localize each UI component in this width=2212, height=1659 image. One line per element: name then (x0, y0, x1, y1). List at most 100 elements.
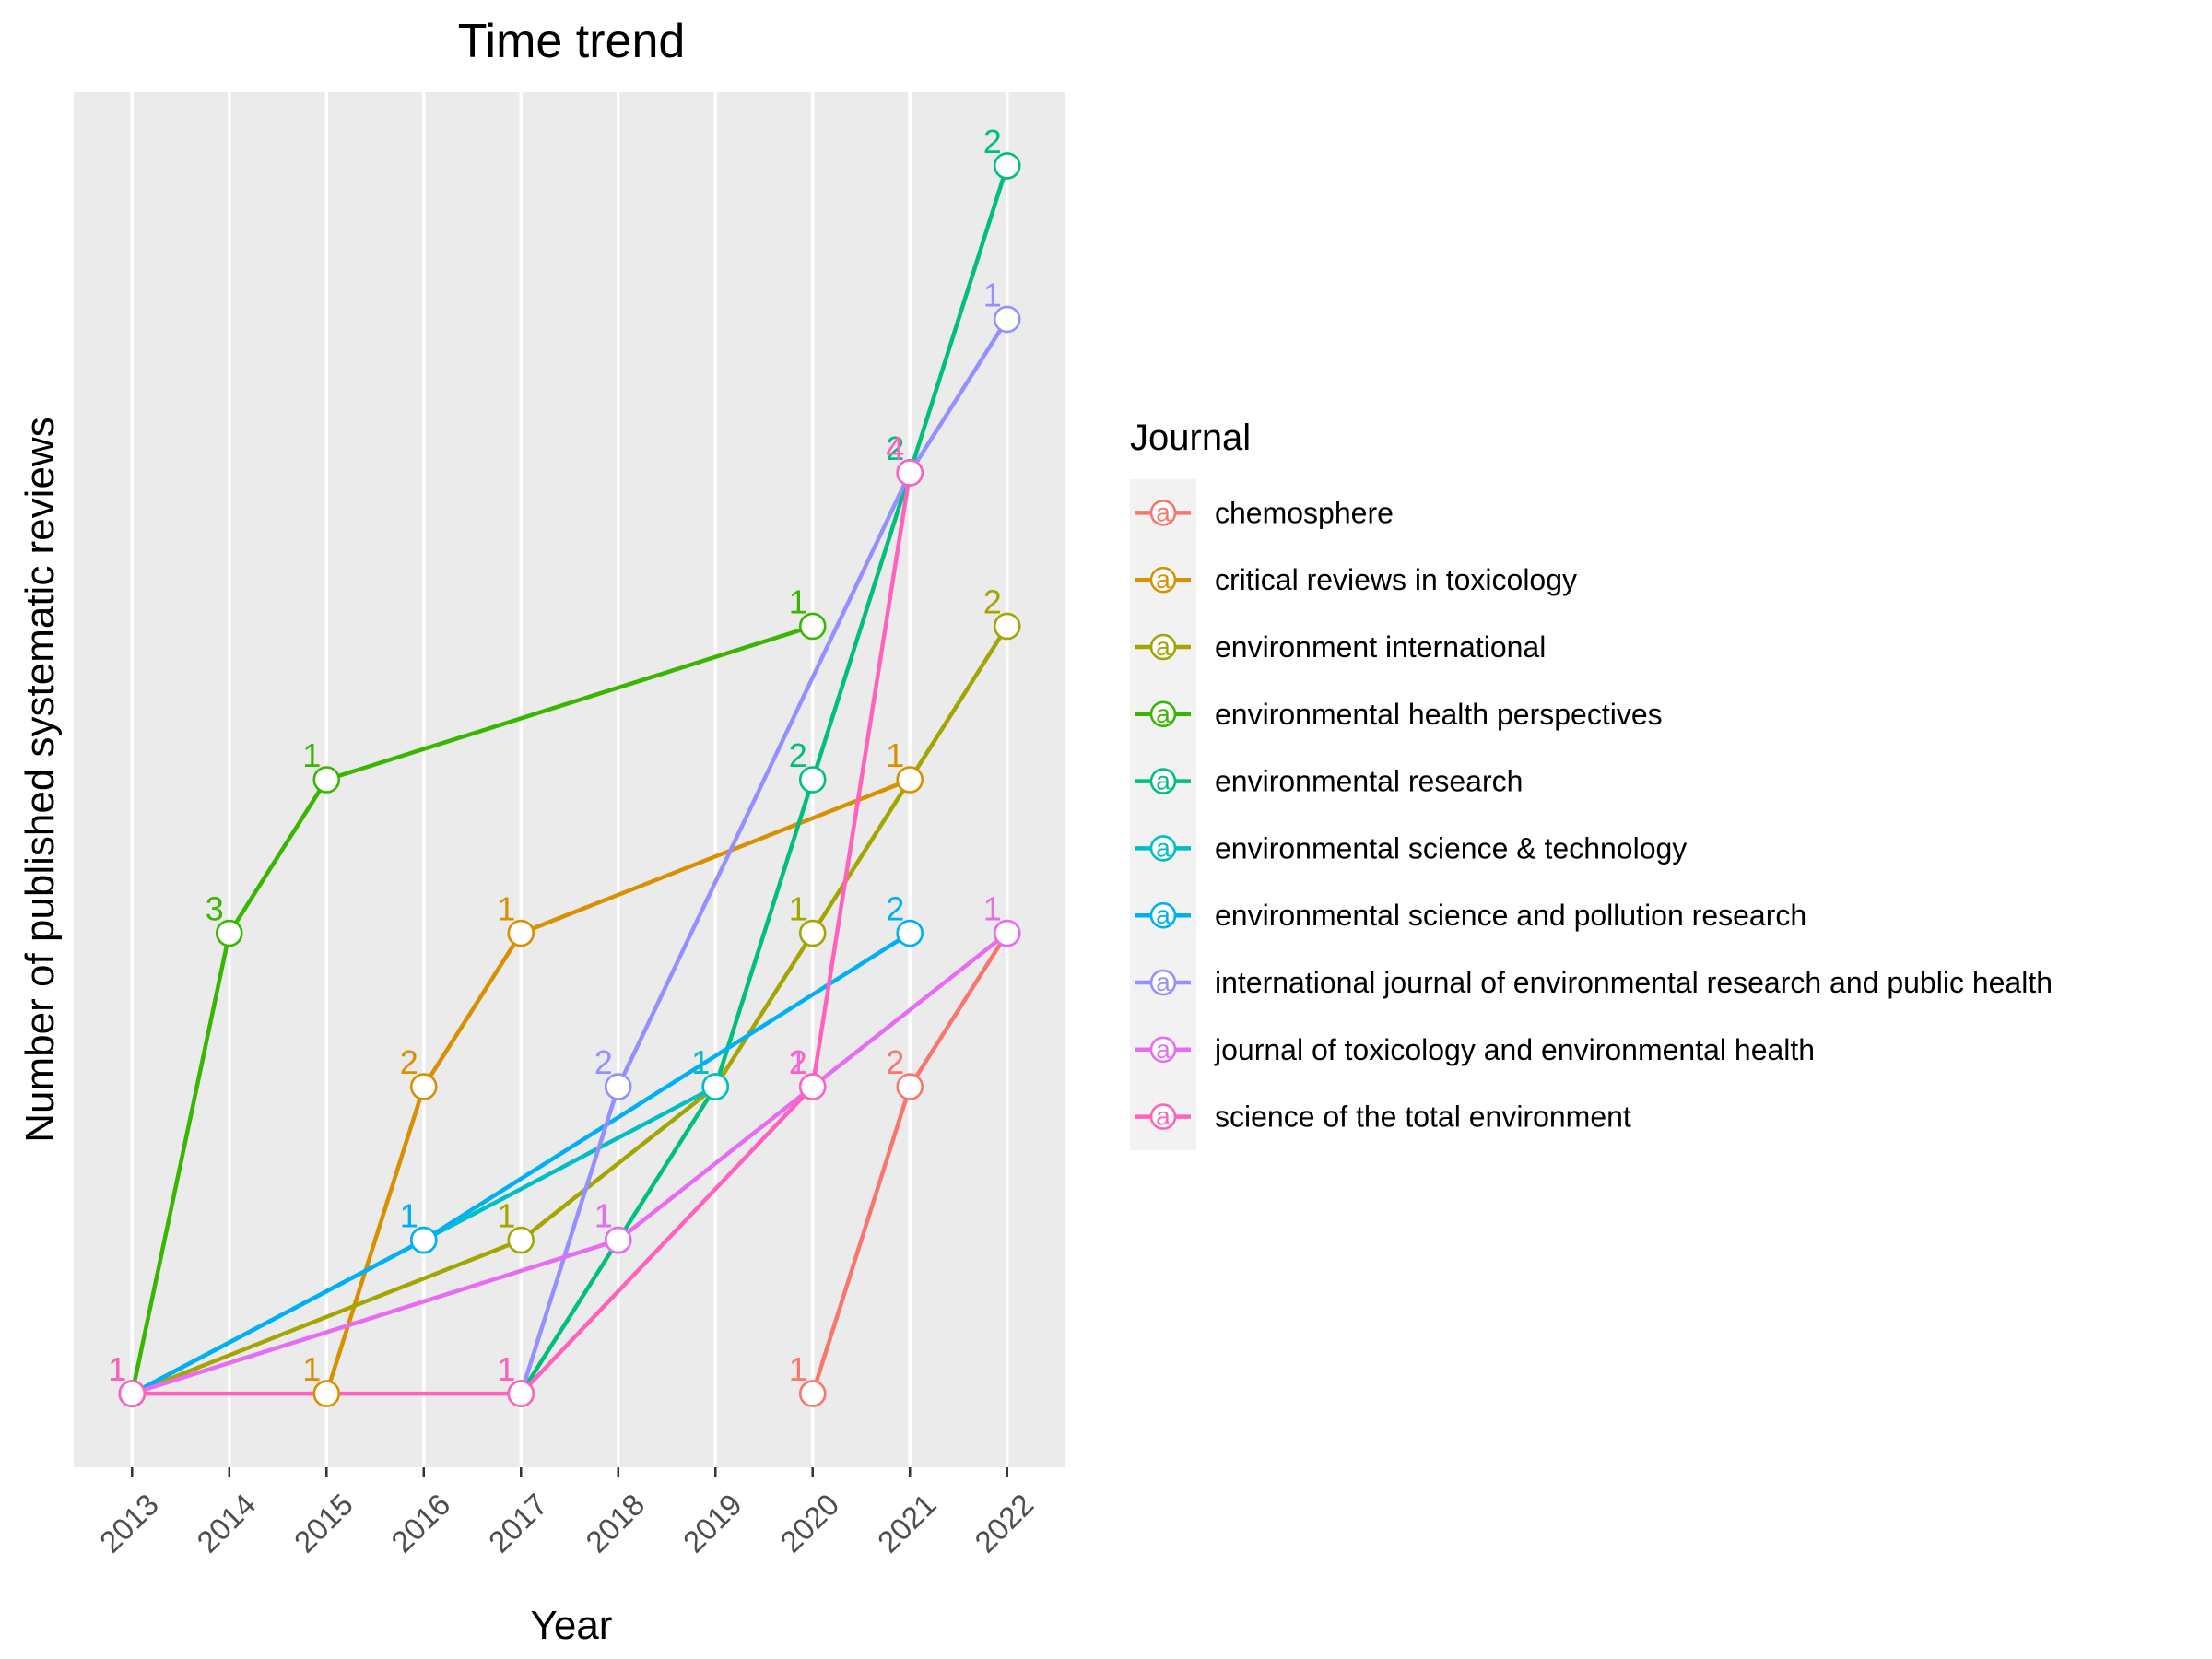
legend-label-2: environment international (1215, 630, 1546, 664)
point-label-4-2021: 2 (886, 429, 904, 467)
point-label-8-2013: 1 (108, 1350, 126, 1388)
series-line-1 (324, 777, 912, 1394)
point-3-2015 (312, 766, 341, 794)
point-9-2021 (896, 459, 924, 487)
legend-key-glyph: a (1156, 1102, 1171, 1131)
point-7-2022 (993, 305, 1021, 334)
legend-key-glyph: a (1156, 833, 1171, 862)
point-label-2-2022: 2 (983, 582, 1002, 620)
legend-item-0: a chemosphere (1130, 479, 1394, 547)
x-tick-label-2014: 2014 (190, 1487, 262, 1559)
x-axis-title: Year (531, 1603, 613, 1648)
legend-item-8: a journal of toxicology and environmental… (1130, 1016, 1815, 1084)
point-label-1-2021: 1 (886, 736, 904, 774)
legend-label-8: journal of toxicology and environmental … (1214, 1033, 1815, 1066)
point-0-2021 (896, 1073, 924, 1100)
point-label-7-2022: 1 (983, 276, 1002, 313)
point-label-9-2017: 1 (497, 1350, 515, 1388)
point-label-4-2020: 2 (789, 736, 807, 774)
x-tick-label-2021: 2021 (871, 1487, 943, 1559)
point-4-2020 (798, 766, 827, 794)
x-tick-label-2020: 2020 (773, 1487, 845, 1559)
legend-key-point (1149, 901, 1177, 929)
point-8-2022 (993, 919, 1021, 947)
point-label-2-2013: 1 (108, 1350, 126, 1388)
point-label-4-2018: 1 (594, 1197, 613, 1235)
point-label-2-2019: 1 (691, 1043, 710, 1081)
legend-label-5: environmental science & technology (1215, 831, 1687, 865)
point-label-3-2015: 1 (302, 736, 321, 774)
x-tick-label-2018: 2018 (579, 1487, 651, 1559)
legend-key-glyph: a (1156, 632, 1171, 661)
point-label-3-2013: 1 (108, 1350, 126, 1388)
legend-item-6: a environmental science and pollution res… (1130, 881, 1806, 949)
point-label-8-2022: 1 (983, 890, 1002, 928)
legend-key-point (1149, 1103, 1177, 1130)
legend-key-glyph: a (1156, 1035, 1171, 1064)
legend-label-7: international journal of environmental r… (1215, 966, 2053, 999)
legend-key-glyph: a (1156, 498, 1171, 526)
chart-title: Time trend (458, 15, 686, 68)
legend-label-4: environmental research (1215, 765, 1523, 798)
legend-key-glyph: a (1156, 900, 1171, 929)
x-tick-label-2022: 2022 (968, 1487, 1040, 1559)
point-label-3-2014: 3 (206, 890, 224, 928)
point-label-8-2018: 1 (594, 1197, 613, 1235)
point-label-9-2020: 2 (789, 1043, 807, 1081)
legend-key-point (1149, 500, 1177, 526)
series-line-3 (130, 624, 814, 1394)
point-2-2017 (507, 1226, 535, 1254)
legend-item-2: a environment international (1130, 613, 1546, 681)
legend-key-glyph: a (1156, 700, 1171, 728)
x-tick-label-2017: 2017 (482, 1487, 554, 1559)
point-label-6-2016: 1 (400, 1197, 418, 1235)
point-label-4-2017: 1 (497, 1350, 515, 1388)
x-axis: 2013 2014 2015 2016 2017 2018 2019 2020 2021 2022 (93, 1467, 1040, 1559)
legend-key-point (1149, 633, 1177, 661)
point-label-5-2013: 1 (108, 1350, 126, 1388)
x-tick-label-2016: 2016 (384, 1487, 456, 1559)
point-4-2022 (993, 152, 1021, 180)
point-label-9-2013: 1 (108, 1350, 126, 1388)
series-line-8 (131, 931, 1009, 1396)
point-8-2018 (604, 1226, 632, 1254)
legend-item-4: a environmental research (1130, 747, 1523, 815)
point-9-2013 (118, 1380, 147, 1407)
point-3-2014 (215, 919, 243, 947)
point-5-2019 (701, 1073, 730, 1100)
legend-item-1: a critical reviews in toxicology (1130, 546, 1577, 614)
series-points (118, 152, 1021, 1407)
point-label-4-2022: 2 (983, 123, 1002, 160)
point-label-0-2020: 1 (789, 1350, 807, 1388)
legend-title: Journal (1130, 418, 1251, 458)
point-9-2017 (507, 1380, 535, 1407)
legend-key-point (1149, 1036, 1177, 1064)
legend-key-glyph: a (1156, 565, 1171, 594)
point-label-5-2019: 1 (691, 1043, 710, 1081)
legend-label-1: critical reviews in toxicology (1215, 563, 1577, 596)
legend-items: a chemosphere a critical reviews in toxicol… (1130, 479, 2053, 1150)
point-6-2021 (896, 919, 924, 947)
x-tick-label-2013: 2013 (93, 1487, 165, 1559)
series-line-7 (519, 318, 1009, 1394)
point-label-8-2020: 1 (789, 1043, 807, 1081)
point-label-0-2022: 1 (983, 890, 1002, 928)
legend-key-point (1149, 835, 1177, 862)
point-label-7-2021: 4 (886, 429, 904, 467)
legend-item-5: a environmental science & technology (1130, 815, 1687, 882)
legend-key-point (1149, 768, 1177, 794)
legend-label-9: science of the total environment (1215, 1100, 1631, 1134)
point-label-7-2018: 2 (594, 1043, 613, 1081)
point-3-2020 (798, 612, 827, 641)
legend-label-0: chemosphere (1215, 496, 1394, 529)
point-2-2020 (798, 919, 827, 947)
legend-item-7: a international journal of environmental … (1130, 948, 2053, 1017)
point-label-2-2020: 1 (789, 890, 807, 928)
point-1-2016 (409, 1073, 438, 1100)
point-label-1-2015: 1 (302, 1350, 321, 1388)
x-tick-label-2019: 2019 (677, 1487, 748, 1559)
point-1-2017 (507, 919, 535, 947)
point-1-2021 (896, 766, 924, 794)
